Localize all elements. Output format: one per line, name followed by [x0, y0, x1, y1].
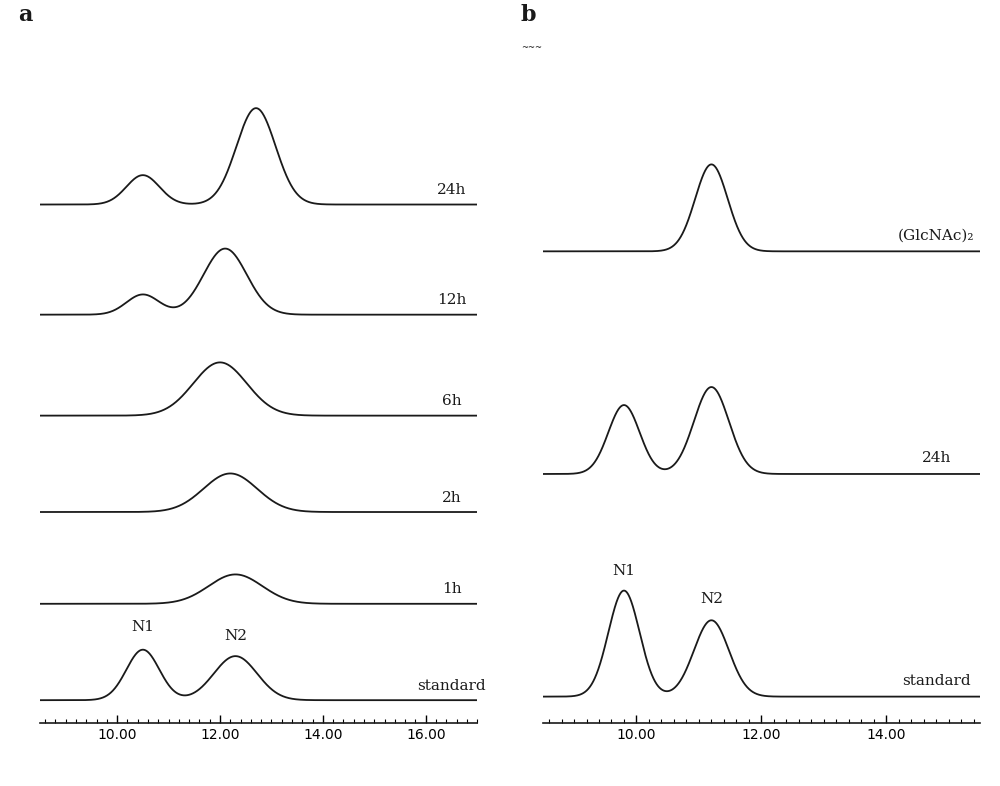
Text: standard: standard: [902, 674, 971, 688]
Text: a: a: [18, 4, 33, 26]
Text: 2h: 2h: [442, 490, 461, 505]
Text: 1h: 1h: [442, 582, 461, 597]
Text: N2: N2: [224, 630, 247, 643]
Text: 12h: 12h: [437, 293, 466, 307]
Text: 24h: 24h: [922, 451, 951, 465]
Text: ~~~: ~~~: [521, 42, 542, 52]
Text: b: b: [521, 4, 536, 26]
Text: standard: standard: [417, 679, 486, 692]
Text: N1: N1: [612, 564, 635, 578]
Text: 6h: 6h: [442, 395, 461, 408]
Text: 24h: 24h: [437, 183, 466, 197]
Text: (GlcNAc)₂: (GlcNAc)₂: [898, 229, 975, 243]
Text: N2: N2: [700, 593, 723, 607]
Text: N1: N1: [131, 620, 154, 634]
